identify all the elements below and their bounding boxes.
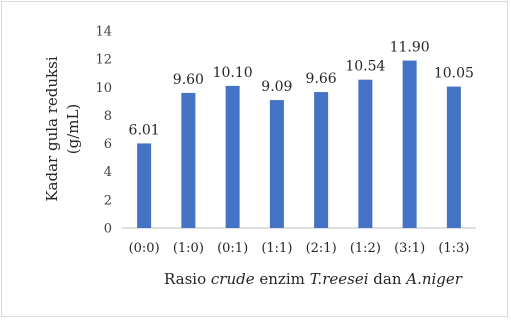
chart-frame: [1, 1, 508, 317]
category-label: (2:1): [306, 241, 337, 256]
y-tick-label: 14: [95, 25, 112, 40]
y-tick-label: 8: [104, 109, 112, 124]
y-tick-label: 6: [104, 137, 112, 152]
category-label: (3:1): [394, 241, 425, 256]
category-label: (1:3): [438, 241, 469, 256]
category-label: (1:1): [261, 241, 292, 256]
bar: [269, 100, 284, 228]
category-label: (1:2): [350, 241, 381, 256]
bar: [446, 86, 461, 228]
category-labels: (0:0) (1:0) (0:1) (1:1) (2:1) (1:2) (3:1) (1:3): [129, 241, 470, 256]
category-label: (1:0): [173, 241, 204, 256]
category-label: (0:0): [129, 241, 160, 256]
y-axis-title-line-1: Kadar gula reduksi: [43, 56, 61, 202]
data-label: 9.09: [261, 79, 292, 95]
data-label: 11.90: [390, 40, 430, 56]
x-axis-title-part: enzim: [255, 270, 310, 288]
bar: [225, 85, 240, 228]
y-tick-label: 10: [95, 81, 112, 96]
data-label: 10.05: [434, 66, 474, 82]
x-axis-title: Rasio crude enzim T.reesei dan A.niger: [164, 270, 463, 288]
x-axis-title-part: crude: [211, 270, 255, 288]
data-label: 10.54: [345, 59, 385, 75]
y-tick-label: 2: [104, 193, 112, 208]
bar: [314, 92, 329, 228]
x-axis-title-part: dan: [369, 270, 407, 288]
data-label: 10.10: [213, 65, 253, 81]
x-axis-title-part: Rasio: [164, 270, 211, 288]
x-axis-title-part: T.reesei: [310, 270, 369, 288]
x-axis-title-part: A.niger: [404, 270, 463, 288]
y-tick-label: 4: [104, 165, 112, 180]
bar: [358, 79, 373, 229]
bar: [181, 92, 196, 229]
y-axis-ticks: 0 2 4 6 8 10 12 14: [95, 25, 112, 237]
y-tick-label: 12: [95, 53, 112, 68]
data-label: 9.60: [173, 72, 204, 88]
bar: [137, 143, 152, 228]
category-label: (0:1): [217, 241, 248, 256]
bar: [402, 60, 417, 228]
bars: [137, 60, 461, 229]
y-axis-title-line-2: (g/mL): [64, 104, 82, 155]
data-label: 6.01: [129, 122, 160, 138]
y-tick-label: 0: [104, 222, 112, 237]
data-label: 9.66: [306, 71, 337, 87]
